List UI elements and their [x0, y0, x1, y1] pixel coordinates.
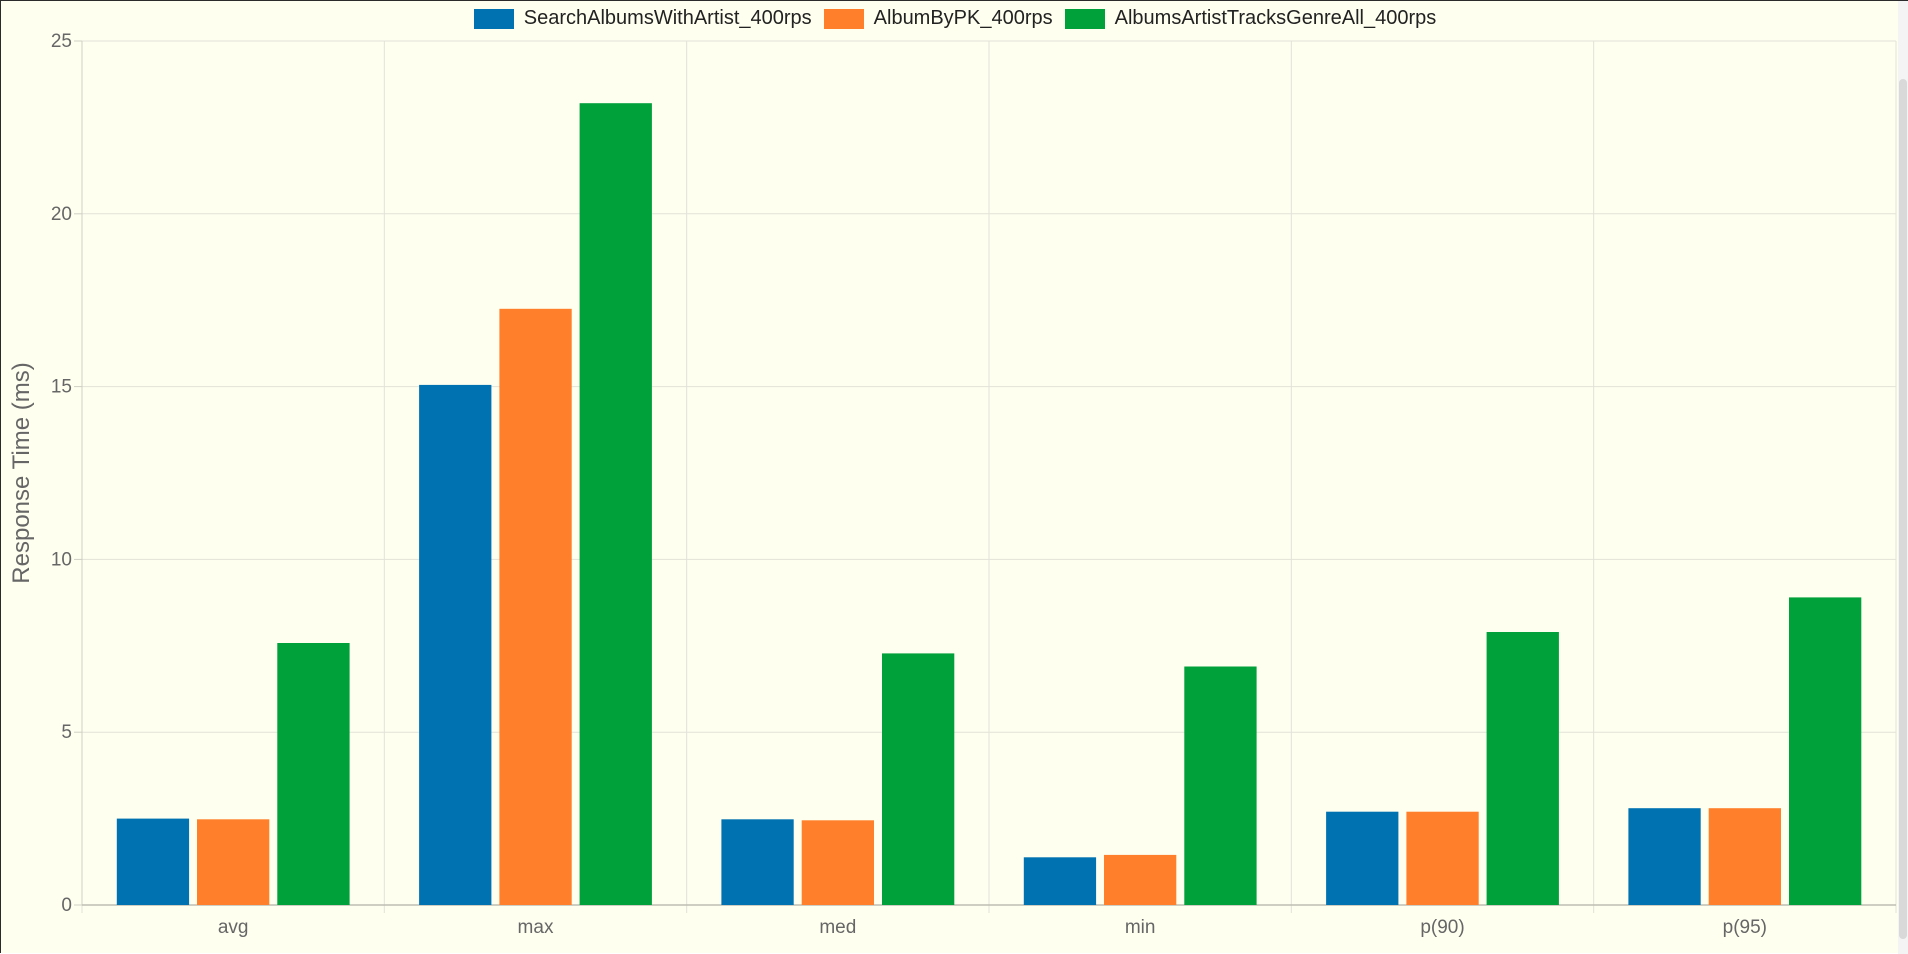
grid-lines [81, 40, 1897, 913]
bar-min-series-1 [1023, 857, 1097, 905]
y-tick-label: 15 [51, 377, 72, 398]
bar-p(95)-series-3 [1789, 597, 1862, 905]
x-tick-label: med [819, 917, 856, 938]
y-tick-label: 25 [51, 31, 72, 52]
bar-p(95)-series-1 [1628, 808, 1701, 905]
y-tick-label: 10 [51, 549, 72, 570]
legend-item-series-2[interactable]: AlbumByPK_400rps [823, 7, 1053, 30]
bar-max-series-3 [579, 103, 652, 905]
legend-item-series-3[interactable]: AlbumsArtistTracksGenreAll_400rps [1064, 7, 1437, 30]
legend-swatch-series-2 [823, 8, 864, 29]
scrollbar-thumb[interactable] [1899, 79, 1907, 939]
tick-labels: 0 5 10 15 20 25 avg max med min p(90) p(95) [51, 31, 1767, 938]
x-tick-label: p(95) [1723, 917, 1767, 938]
bars [116, 103, 1862, 905]
bar-med-series-1 [721, 819, 794, 905]
y-tick-label: 5 [61, 722, 72, 743]
y-axis-title: Response Time (ms) [8, 362, 35, 583]
bar-avg-series-2 [197, 819, 270, 905]
legend-label-series-3: AlbumsArtistTracksGenreAll_400rps [1114, 7, 1437, 29]
bar-avg-series-3 [277, 643, 350, 905]
bar-med-series-3 [882, 653, 955, 905]
x-tick-label: p(90) [1420, 917, 1464, 938]
x-tick-label: min [1125, 917, 1156, 938]
legend-label-series-1: SearchAlbumsWithArtist_400rps [523, 7, 812, 29]
x-tick-label: avg [218, 917, 249, 938]
legend-label-series-2: AlbumByPK_400rps [873, 7, 1053, 29]
legend-swatch-series-1 [473, 8, 514, 29]
y-tick-label: 20 [51, 204, 72, 225]
x-tick-label: max [518, 917, 554, 938]
y-tick-label: 0 [61, 895, 72, 916]
vertical-scrollbar[interactable] [1898, 1, 1908, 954]
bar-max-series-2 [499, 308, 572, 905]
bar-p(90)-series-1 [1326, 811, 1399, 905]
bar-p(90)-series-3 [1486, 632, 1559, 905]
bar-min-series-2 [1104, 854, 1177, 905]
legend-swatch-series-3 [1064, 8, 1105, 29]
axes [74, 40, 1896, 906]
bar-med-series-2 [801, 820, 874, 905]
legend-item-series-1[interactable]: SearchAlbumsWithArtist_400rps [473, 7, 812, 30]
bar-p(90)-series-2 [1406, 811, 1479, 905]
bar-max-series-1 [419, 384, 492, 905]
chart-legend: SearchAlbumsWithArtist_400rps AlbumByPK_… [1, 7, 1908, 30]
bar-min-series-3 [1184, 666, 1257, 905]
bar-avg-series-1 [116, 818, 190, 905]
bar-p(95)-series-2 [1708, 808, 1781, 905]
